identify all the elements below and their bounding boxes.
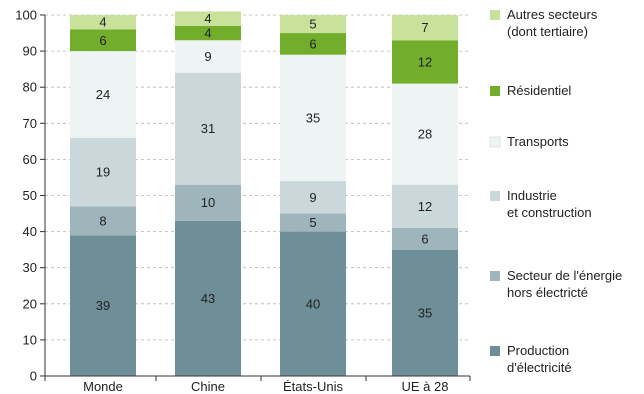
data-label: 5 bbox=[309, 215, 316, 230]
x-axis: Monde Chine États-Unis UE à 28 bbox=[44, 375, 471, 394]
y-tick-label: 80 bbox=[23, 80, 37, 95]
bar-segment bbox=[175, 220, 241, 376]
data-label: 6 bbox=[99, 33, 106, 48]
legend-label: Transports bbox=[507, 134, 569, 149]
y-tick-label: 50 bbox=[23, 188, 37, 203]
data-label: 24 bbox=[96, 87, 110, 102]
data-label: 5 bbox=[309, 17, 316, 32]
y-tick-label: 10 bbox=[23, 332, 37, 347]
bar-segment bbox=[280, 231, 346, 376]
x-tick-label: Chine bbox=[191, 379, 225, 394]
bar-segment bbox=[392, 227, 458, 250]
x-tick-label: UE à 28 bbox=[402, 379, 449, 394]
data-label: 43 bbox=[201, 291, 215, 306]
legend-swatch bbox=[490, 86, 500, 96]
data-label: 12 bbox=[418, 54, 432, 69]
data-label: 35 bbox=[418, 305, 432, 320]
bar-segment bbox=[392, 249, 458, 376]
bar-segment bbox=[280, 54, 346, 182]
x-tick-label: États-Unis bbox=[283, 379, 343, 394]
bar-segment bbox=[70, 29, 136, 52]
data-label: 4 bbox=[204, 11, 211, 26]
data-label: 39 bbox=[96, 298, 110, 313]
bar-segment bbox=[70, 137, 136, 207]
legend-swatch bbox=[490, 10, 500, 20]
legend-swatch bbox=[490, 191, 500, 201]
data-label: 7 bbox=[421, 20, 428, 35]
legend-label: Production bbox=[507, 343, 569, 358]
bar-segment bbox=[280, 33, 346, 55]
data-label: 4 bbox=[204, 26, 211, 41]
bar-segment bbox=[392, 184, 458, 228]
legend-swatch bbox=[490, 346, 500, 356]
data-label: 9 bbox=[309, 190, 316, 205]
y-axis: 0 10 20 30 40 50 60 70 80 90 100 bbox=[15, 8, 46, 384]
legend-label: Autres secteurs bbox=[507, 7, 598, 22]
legend-label: hors électricté bbox=[507, 285, 588, 300]
y-tick-label: 30 bbox=[23, 260, 37, 275]
data-label: 35 bbox=[306, 110, 320, 125]
data-label: 28 bbox=[418, 127, 432, 142]
bar-segment bbox=[70, 206, 136, 236]
bar-segment bbox=[175, 184, 241, 221]
legend-swatch bbox=[489, 136, 501, 148]
legend-label: d'électricité bbox=[507, 360, 572, 375]
bar-segment bbox=[392, 40, 458, 84]
data-label: 6 bbox=[421, 231, 428, 246]
bar-segment bbox=[392, 15, 458, 41]
data-label: 12 bbox=[418, 199, 432, 214]
data-label: 31 bbox=[201, 121, 215, 136]
data-label: 8 bbox=[99, 213, 106, 228]
y-tick-label: 100 bbox=[15, 8, 37, 23]
bar-segment bbox=[280, 213, 346, 232]
bar-segment bbox=[280, 181, 346, 214]
legend-label: et construction bbox=[507, 205, 592, 220]
data-label: 10 bbox=[201, 195, 215, 210]
bar-segment bbox=[175, 11, 241, 26]
bar-segment bbox=[175, 72, 241, 185]
y-tick-label: 90 bbox=[23, 44, 37, 59]
x-tick-label: Monde bbox=[83, 379, 123, 394]
bar-segment bbox=[175, 40, 241, 73]
legend-label: Industrie bbox=[507, 188, 557, 203]
bar-segment bbox=[175, 25, 241, 41]
legend-label: (dont tertiaire) bbox=[507, 24, 588, 39]
y-tick-label: 70 bbox=[23, 116, 37, 131]
legend: Production d'électricité Secteur de l'éner… bbox=[489, 7, 622, 375]
bar-segment bbox=[70, 15, 136, 30]
bar-segment bbox=[70, 51, 136, 138]
legend-label: Secteur de l'énergie bbox=[507, 268, 622, 283]
data-label: 40 bbox=[306, 296, 320, 311]
legend-swatch bbox=[490, 271, 500, 281]
data-label: 4 bbox=[99, 15, 106, 30]
y-tick-label: 60 bbox=[23, 152, 37, 167]
y-tick-label: 20 bbox=[23, 296, 37, 311]
bar-segment bbox=[70, 235, 136, 376]
y-tick-label: 0 bbox=[30, 369, 37, 384]
bar-segment bbox=[280, 15, 346, 34]
data-label: 19 bbox=[96, 165, 110, 180]
legend-label: Résidentiel bbox=[507, 83, 571, 98]
y-tick-label: 40 bbox=[23, 224, 37, 239]
data-label: 9 bbox=[204, 49, 211, 64]
bar-segment bbox=[392, 83, 458, 185]
data-label: 6 bbox=[309, 36, 316, 51]
